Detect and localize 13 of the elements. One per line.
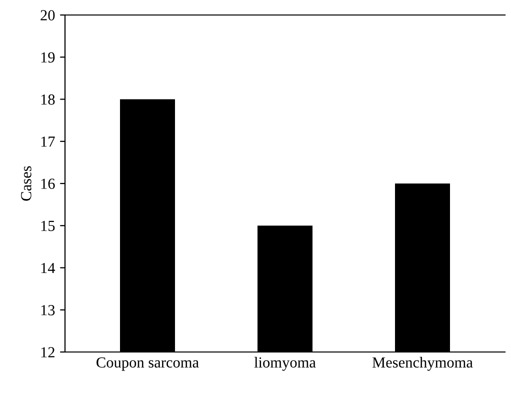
x-tick-label: Coupon sarcoma: [96, 357, 199, 371]
y-tick-label: 17: [41, 136, 55, 147]
y-tick-label: 19: [41, 52, 55, 63]
y-tick-label: 12: [41, 347, 54, 358]
y-tick-label: 14: [41, 262, 56, 274]
x-tick-label: liomyoma: [254, 356, 316, 371]
y-axis-title: Cases: [21, 166, 32, 201]
y-tick-label: 15: [41, 220, 55, 232]
y-tick-label: 13: [41, 305, 55, 316]
y-tick-label: 20: [40, 10, 55, 20]
x-tick-label: Mesenchymoma: [372, 356, 473, 371]
y-tick-label: 18: [41, 94, 55, 105]
y-tick-label: 16: [41, 178, 55, 189]
